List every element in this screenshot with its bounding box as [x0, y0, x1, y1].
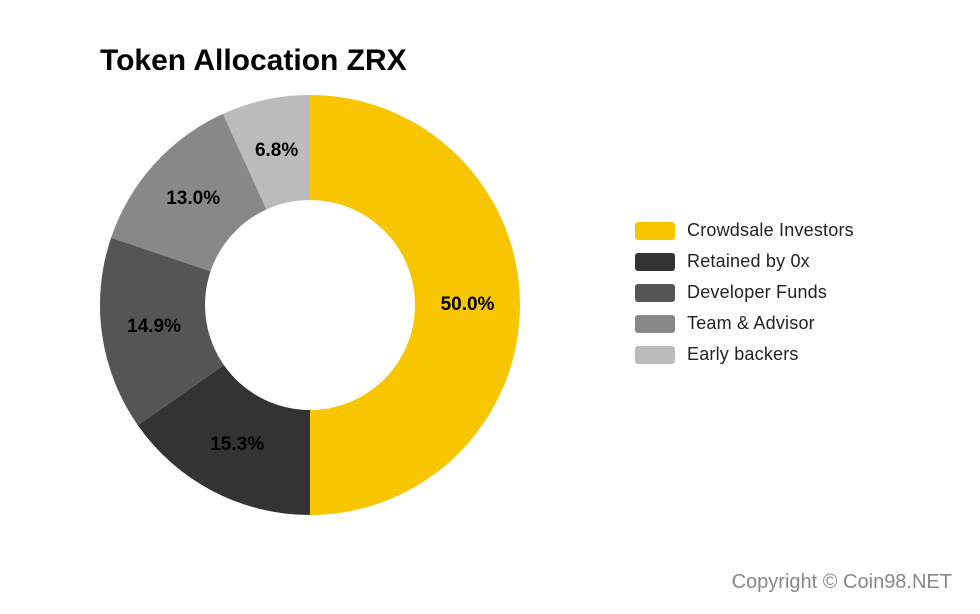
slice-percent-label: 6.8% [255, 140, 298, 162]
legend-swatch [635, 315, 675, 333]
chart-title: Token Allocation ZRX [100, 44, 407, 78]
donut-wrap: 50.0% 15.3% 14.9% 13.0% 6.8% [100, 95, 520, 515]
legend-swatch [635, 346, 675, 364]
legend-label: Developer Funds [687, 282, 827, 303]
slice-percent-label: 50.0% [441, 294, 495, 316]
legend-item: Early backers [635, 344, 854, 365]
legend-label: Retained by 0x [687, 251, 810, 272]
legend-swatch [635, 253, 675, 271]
legend-label: Team & Advisor [687, 313, 815, 334]
chart-legend: Crowdsale Investors Retained by 0x Develop… [635, 220, 854, 365]
copyright-text: Copyright © Coin98.NET [732, 571, 952, 594]
legend-item: Developer Funds [635, 282, 854, 303]
legend-swatch [635, 284, 675, 302]
legend-item: Team & Advisor [635, 313, 854, 334]
slice-percent-label: 15.3% [210, 434, 264, 456]
legend-swatch [635, 222, 675, 240]
legend-label: Early backers [687, 344, 799, 365]
legend-label: Crowdsale Investors [687, 220, 854, 241]
legend-item: Crowdsale Investors [635, 220, 854, 241]
chart-container: { "chart": { "type": "donut", "title": "… [0, 0, 980, 614]
slice-percent-label: 13.0% [166, 188, 220, 210]
legend-item: Retained by 0x [635, 251, 854, 272]
slice-percent-label: 14.9% [127, 316, 181, 338]
